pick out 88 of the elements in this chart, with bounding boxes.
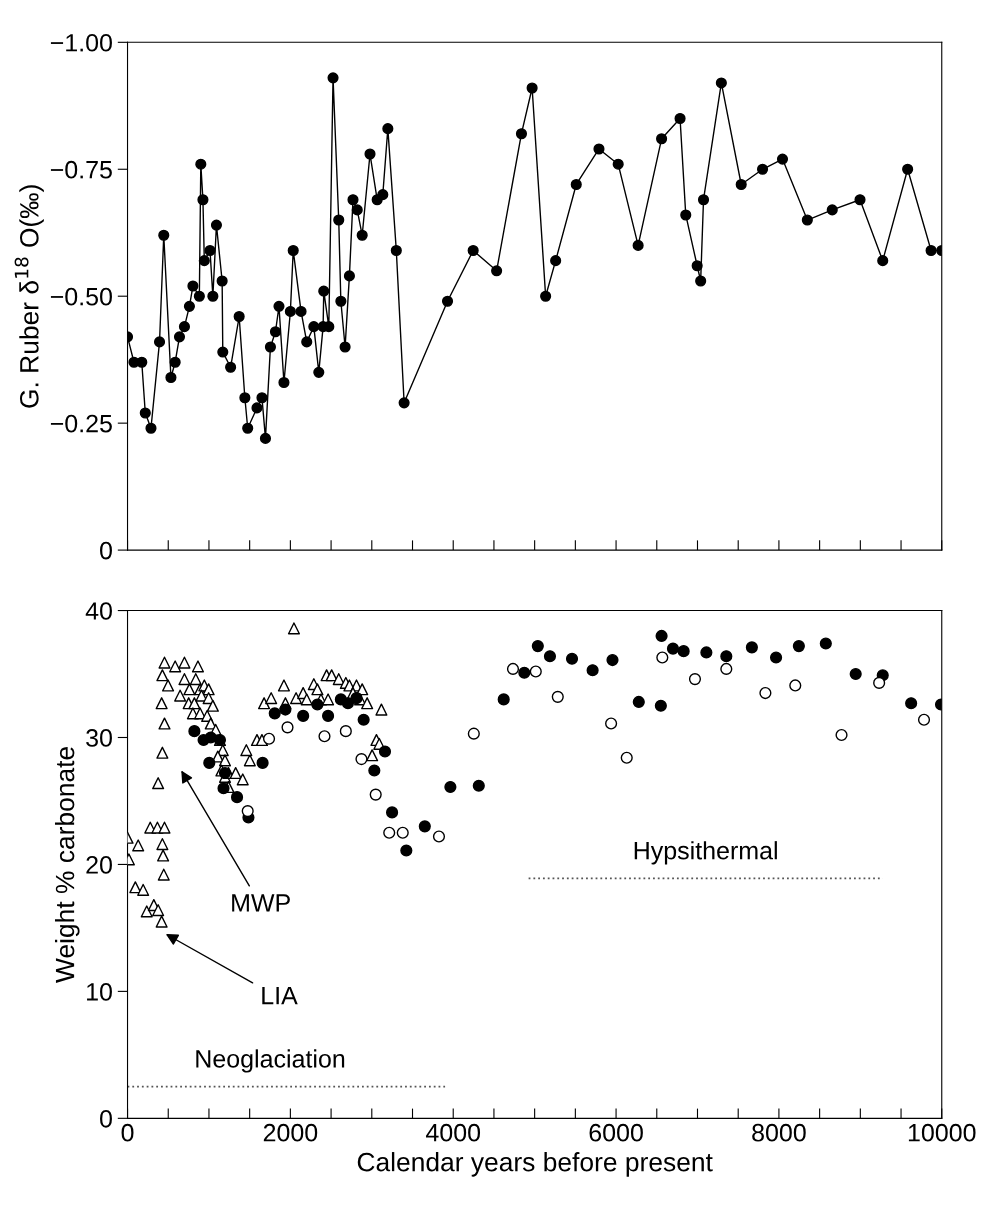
point xyxy=(444,780,457,794)
point xyxy=(357,713,370,726)
y-axis-title: G. Ruber δ$^{18}$ O(‰) xyxy=(14,185,44,408)
point xyxy=(218,766,232,780)
x-tick-label: 8000 xyxy=(752,1123,806,1142)
point xyxy=(531,640,544,653)
y-tick-label: −1.00 xyxy=(50,33,112,52)
point xyxy=(789,679,802,692)
point xyxy=(418,820,431,833)
point xyxy=(620,751,633,764)
point xyxy=(350,692,363,705)
point xyxy=(318,730,331,743)
point xyxy=(654,699,667,712)
point xyxy=(378,745,392,758)
x-axis-title: Calendar years before present xyxy=(357,1152,713,1177)
point xyxy=(720,662,733,676)
point xyxy=(368,764,381,777)
point xyxy=(241,805,254,818)
point xyxy=(605,717,618,730)
point xyxy=(632,695,645,709)
x-tick-label: 6000 xyxy=(589,1123,643,1142)
point xyxy=(467,727,480,740)
point xyxy=(518,666,531,679)
point xyxy=(905,697,918,710)
y-tick-label: −0.50 xyxy=(50,287,112,306)
point xyxy=(322,709,335,722)
point xyxy=(396,826,409,839)
y-tick-label: 0 xyxy=(100,1109,112,1128)
point xyxy=(688,673,702,686)
x-tick-label: 4000 xyxy=(425,1123,481,1142)
point xyxy=(262,732,276,745)
point xyxy=(586,664,599,677)
point xyxy=(917,713,931,726)
point xyxy=(506,662,520,676)
point xyxy=(551,690,564,703)
point xyxy=(677,645,690,658)
point xyxy=(849,667,862,681)
point xyxy=(700,646,713,659)
y-tick-label: −0.75 xyxy=(50,160,112,179)
y-axis-title: Weight % carbonate xyxy=(54,747,80,983)
point xyxy=(383,826,396,839)
point xyxy=(769,651,783,664)
point xyxy=(311,698,324,711)
point xyxy=(400,844,413,857)
point xyxy=(256,756,269,769)
point xyxy=(339,725,352,738)
annotation: Neoglaciation xyxy=(196,1049,345,1073)
point xyxy=(217,782,230,795)
point xyxy=(472,779,485,792)
y-tick-label: −0.25 xyxy=(50,414,112,433)
y-tick-label: 10 xyxy=(87,982,112,1001)
annotation: LIA xyxy=(262,986,298,1005)
point xyxy=(873,676,886,689)
point xyxy=(385,806,399,819)
point xyxy=(355,752,368,766)
point xyxy=(341,697,355,710)
point xyxy=(819,637,832,650)
point xyxy=(835,728,848,742)
point xyxy=(745,641,758,654)
point xyxy=(203,756,216,769)
point xyxy=(529,665,542,678)
point xyxy=(606,653,619,667)
x-tick-label: 0 xyxy=(121,1123,134,1142)
point xyxy=(656,651,669,664)
point xyxy=(543,650,557,663)
annotation: Hypsithermal xyxy=(634,841,777,865)
y-tick-label: 20 xyxy=(86,856,112,874)
point xyxy=(369,788,382,801)
x-tick-label: 2000 xyxy=(263,1123,318,1142)
point xyxy=(432,830,446,843)
y-tick-label: 40 xyxy=(85,602,112,620)
y-tick-label: 0 xyxy=(100,541,112,560)
x-tick-label: 10000 xyxy=(908,1123,976,1142)
point xyxy=(188,725,201,738)
point xyxy=(230,791,244,804)
point xyxy=(297,709,310,722)
point xyxy=(281,721,294,734)
point xyxy=(279,703,292,716)
annotation: MWP xyxy=(232,894,290,912)
point xyxy=(666,642,680,655)
point xyxy=(720,650,733,663)
point xyxy=(759,686,772,700)
y-tick-label: 30 xyxy=(86,729,112,747)
point xyxy=(565,652,579,665)
point xyxy=(792,640,805,653)
point xyxy=(268,707,281,720)
point xyxy=(497,693,510,706)
point xyxy=(655,629,668,643)
